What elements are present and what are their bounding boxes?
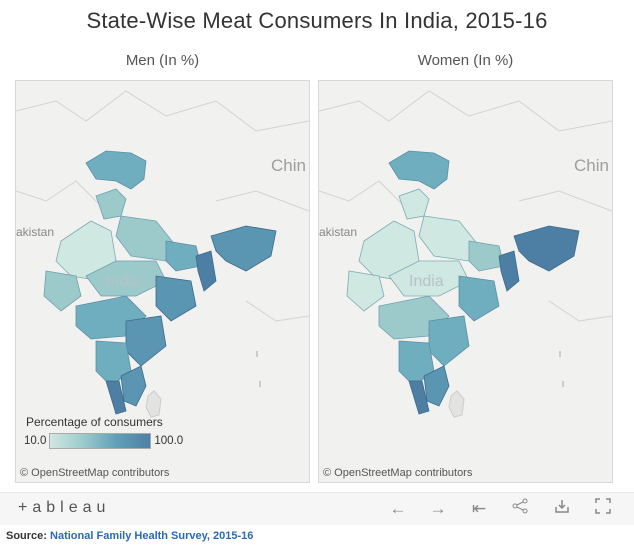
state-northeast [513, 225, 580, 272]
state-ap [428, 315, 470, 367]
men-map[interactable]: India Chin akistan Percentage of consume… [15, 80, 310, 483]
source-note: Source: National Family Health Survey, 2… [6, 530, 253, 542]
tableau-toolbar: +ableau ← → ⇤ [0, 492, 634, 525]
china-label: Chin [574, 156, 609, 175]
state-bihar [468, 240, 505, 272]
state-bihar [165, 240, 202, 272]
share-icon[interactable] [507, 498, 533, 520]
page-title: State-Wise Meat Consumers In India, 2015… [86, 8, 548, 33]
state-tn [120, 365, 147, 407]
state-odisha [458, 275, 500, 322]
legend-title: Percentage of consumers [26, 415, 163, 429]
state-north [95, 188, 127, 220]
pakistan-label: akistan [319, 225, 357, 239]
women-map[interactable]: India Chin akistan © OpenStreetMap contr… [318, 80, 613, 483]
state-wb [498, 250, 520, 292]
state-odisha [155, 275, 197, 322]
state-jk [85, 150, 147, 190]
state-ap [125, 315, 167, 367]
attribution-link[interactable]: © OpenStreetMap contributors [20, 467, 170, 479]
women-panel-header: Women (In %) [417, 52, 514, 69]
redo-icon[interactable]: → [429, 499, 447, 518]
india-watermark: India [106, 273, 141, 290]
download-icon[interactable] [549, 498, 575, 520]
fullscreen-icon[interactable] [590, 498, 616, 520]
state-jk [388, 150, 450, 190]
state-north [398, 188, 430, 220]
state-gujarat [346, 270, 385, 312]
legend-gradient-bar [49, 433, 152, 449]
state-wb [195, 250, 217, 292]
source-label: Source: [6, 530, 47, 542]
source-link[interactable]: National Family Health Survey, 2015-16 [50, 530, 254, 542]
color-legend: Percentage of consumers 10.0 100.0 [24, 415, 194, 449]
men-panel-header: Men (In %) [125, 52, 200, 69]
china-label: Chin [271, 156, 306, 175]
pakistan-label: akistan [16, 225, 54, 239]
revert-icon[interactable]: ⇤ [471, 499, 487, 518]
state-northeast [210, 225, 277, 272]
india-watermark: India [409, 273, 444, 290]
women-map-graphic: India Chin akistan [319, 90, 612, 418]
legend-max: 100.0 [154, 435, 184, 447]
state-kerala [408, 380, 430, 415]
state-gujarat [43, 270, 82, 312]
men-map-graphic: India Chin akistan [16, 90, 309, 418]
tableau-logo[interactable]: +ableau [18, 499, 111, 516]
state-kerala [105, 380, 127, 415]
undo-icon[interactable]: ← [389, 499, 407, 518]
legend-min: 10.0 [24, 435, 47, 447]
state-tn [423, 365, 450, 407]
attribution-link[interactable]: © OpenStreetMap contributors [323, 467, 473, 479]
